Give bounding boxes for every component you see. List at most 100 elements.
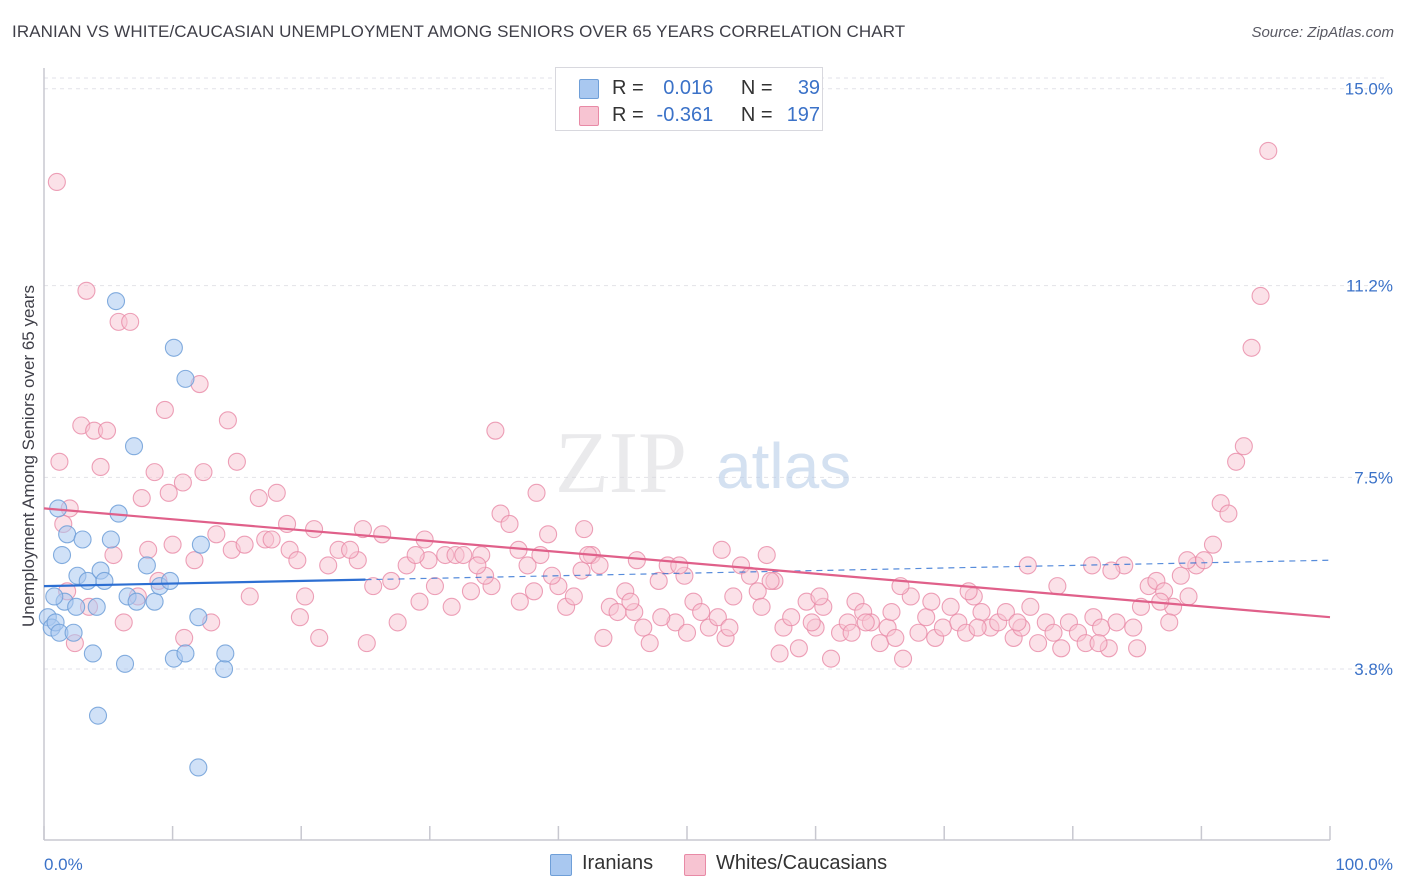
data-point-whites [882,602,901,622]
data-point-whites [572,561,591,580]
data-point-whites [155,400,174,420]
legend-swatch-iranians [550,854,572,876]
legend-r-value: -0.361 [656,104,714,126]
data-point-whites [724,587,743,606]
legend-r-value: 0.016 [663,77,714,99]
data-point-iranians [58,525,77,544]
data-point-whites [406,545,425,565]
data-point-iranians [164,338,183,357]
data-point-whites [175,628,194,647]
y-tick-label: 3.8% [1354,660,1393,679]
watermark-atlas: atlas [716,430,851,502]
data-point-whites [789,639,808,658]
data-point-whites [1107,613,1126,632]
data-point-whites [104,545,123,565]
legend-r-label: R = [612,77,644,99]
data-point-whites [1179,587,1198,606]
legend-n-label: N = [740,104,773,126]
data-point-iranians [101,530,120,549]
data-point-whites [810,587,829,606]
data-point-whites [856,613,875,632]
data-point-whites [357,634,376,653]
trend-line-iranians-projection [365,559,1331,581]
axes [43,68,1331,841]
data-point-whites [132,488,151,508]
series-legend: Iranians Whites/Caucasians [0,850,1406,880]
data-point-whites [909,623,928,642]
data-point-whites [173,473,192,492]
legend-label-iranians: Iranians [582,852,654,874]
legend-n-label: N = [740,77,773,99]
data-point-whites [564,587,583,606]
data-point-whites [518,556,537,575]
x-tick-label: 0.0% [44,855,83,874]
data-point-whites [996,602,1015,622]
data-point-iranians [176,369,195,388]
data-point-whites [886,628,905,647]
data-point-iranians [106,292,126,311]
data-point-whites [425,577,444,596]
data-point-whites [922,592,941,611]
data-point-whites [319,556,338,575]
data-point-whites [121,312,140,331]
data-point-whites [1029,634,1048,653]
legend-swatch-iranians [579,79,599,99]
data-point-whites [249,488,268,508]
data-point-whites [47,172,66,192]
data-point-whites [1018,556,1037,575]
data-point-whites [740,566,760,585]
data-point-whites [782,608,801,627]
data-point-iranians [160,571,180,590]
data-point-whites [757,545,776,565]
data-point-whites [373,525,392,544]
data-point-whites [240,587,259,606]
data-point-whites [770,644,789,663]
data-point-iranians [87,597,106,616]
data-point-whites [461,582,481,601]
data-point-whites [139,540,158,559]
data-point-whites [341,540,360,559]
data-point-whites [163,535,182,554]
data-point-whites [594,628,613,647]
data-point-whites [442,597,461,616]
data-point-iranians [45,587,64,606]
source-label: Source: ZipAtlas.com [1251,24,1394,41]
trend-line-iranians [43,578,366,588]
data-point-whites [218,411,237,430]
data-point-iranians [67,597,86,616]
data-point-whites [353,520,372,539]
series-iranians-points [38,292,235,777]
y-tick-label: 7.5% [1354,468,1393,487]
data-point-whites [1044,623,1063,642]
data-point-whites [388,613,407,632]
data-point-iranians [137,556,156,575]
data-point-iranians [52,545,72,565]
data-point-iranians [73,530,92,549]
data-point-whites [1194,551,1214,570]
data-point-whites [410,592,429,611]
data-point-whites [752,597,771,616]
data-point-whites [870,634,889,653]
data-point-whites [627,551,646,570]
data-point-whites [91,457,110,477]
data-point-whites [1251,286,1270,306]
data-point-whites [917,608,936,627]
y-axis-label: Unemployment Among Seniors over 65 years [19,285,38,627]
data-point-whites [539,525,558,544]
data-point-whites [227,452,246,471]
data-point-whites [207,525,226,544]
data-point-whites [510,592,529,611]
data-point-whites [941,597,960,616]
data-point-whites [468,556,487,575]
data-point-iranians [95,571,114,590]
data-point-whites [527,483,546,502]
data-point-iranians [124,437,144,456]
data-point-whites [677,623,697,642]
data-point-iranians [216,644,235,663]
data-point-whites [1048,577,1067,596]
data-point-whites [288,551,307,570]
y-tick-label: 15.0% [1345,80,1393,99]
data-point-iranians [214,659,234,679]
chart-title: IRANIAN VS WHITE/CAUCASIAN UNEMPLOYMENT … [12,22,906,41]
data-point-whites [821,649,841,668]
